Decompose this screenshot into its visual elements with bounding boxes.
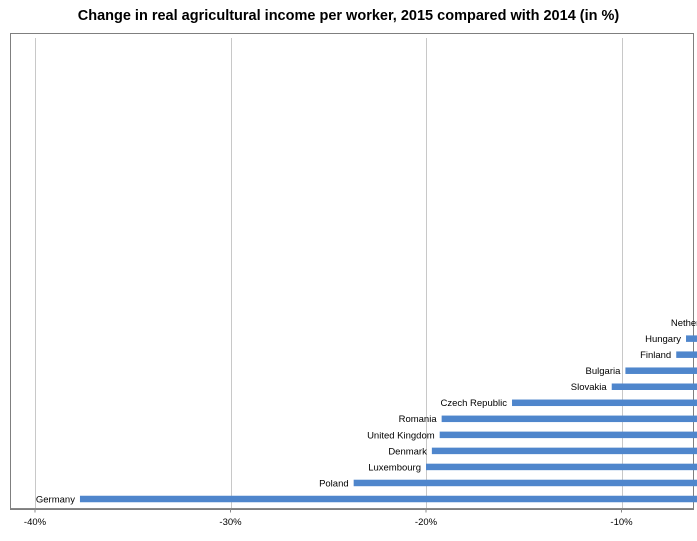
bar-slovakia (611, 383, 697, 390)
bar-germany (79, 495, 697, 503)
category-labels: CroatiaLatviaGreeceFranceItalyBelgiumSlo… (36, 318, 697, 505)
category-label: Finland (640, 350, 671, 361)
category-label: United Kingdom (367, 430, 435, 441)
category-label: Bulgaria (586, 366, 622, 377)
x-tick-label: -10% (610, 517, 633, 528)
bar-united-kingdom (439, 431, 697, 439)
bar-denmark (431, 447, 697, 455)
x-tick-label: -40% (24, 517, 47, 528)
category-label: Slovakia (571, 382, 608, 393)
bar-romania (441, 415, 697, 423)
category-label: Hungary (645, 334, 681, 345)
x-tick-label: -30% (219, 517, 242, 528)
bar-finland (676, 351, 697, 358)
category-label: Luxembourg (368, 462, 421, 473)
category-label: Czech Republic (440, 398, 507, 409)
category-label: Denmark (388, 446, 427, 457)
bar-luxembourg (426, 463, 697, 471)
bar-hungary (686, 335, 697, 342)
plot-border (10, 33, 694, 510)
category-label: Germany (36, 494, 75, 505)
bar-bulgaria (625, 367, 697, 374)
category-label: Poland (319, 478, 349, 489)
bars (79, 335, 697, 503)
category-label: Romania (399, 414, 438, 425)
bar-czech-republic (512, 399, 697, 407)
bar-poland (353, 479, 697, 487)
grid-lines (35, 38, 623, 509)
x-tick-label: -20% (415, 517, 438, 528)
x-tick-labels: -40%-30%-20%-10%0%10%20% (24, 508, 633, 528)
chart-title: Change in real agricultural income per w… (77, 8, 620, 24)
category-label: Netherlands (671, 318, 697, 329)
